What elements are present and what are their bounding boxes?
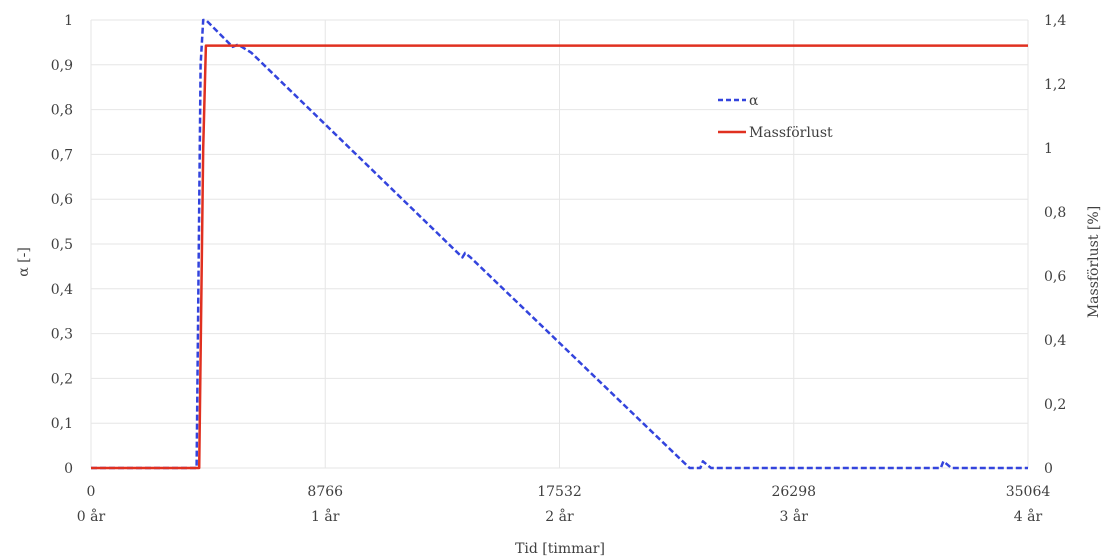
y-right-axis-title: Massförlust [%] — [1086, 206, 1102, 318]
y-right-tick-label-4: 0,8 — [1044, 205, 1066, 221]
x-secondary-tick-labels: 0 år 1 år 2 år 3 år 4 år — [77, 508, 1043, 525]
y-left-tick-label-7: 0,7 — [51, 147, 73, 163]
y-left-tick-label-0: 0 — [64, 461, 73, 477]
y-left-tick-label-2: 0,2 — [51, 371, 73, 387]
y-right-tick-label-1: 0,2 — [1044, 397, 1066, 413]
y-left-tick-label-4: 0,4 — [51, 282, 73, 298]
x-secondary-tick-label-4: 4 år — [1014, 508, 1043, 525]
x-axis-title: Tid [timmar] — [515, 541, 605, 557]
x-tick-label-1: 8766 — [307, 484, 343, 500]
series-line-alpha — [91, 18, 1028, 470]
y-left-tick-label-8: 0,8 — [51, 103, 73, 119]
series-layer — [91, 18, 1028, 470]
y-left-tick-label-5: 0,5 — [51, 237, 73, 253]
y-right-tick-labels: 0 0,2 0,4 0,6 0,8 1 1,2 1,4 — [1044, 13, 1066, 477]
y-left-tick-label-9: 0,9 — [51, 58, 73, 74]
y-left-tick-label-3: 0,3 — [51, 327, 73, 343]
legend-label-alpha: α — [749, 93, 759, 109]
x-secondary-tick-label-3: 3 år — [780, 508, 809, 525]
x-tick-label-3: 26298 — [771, 484, 816, 500]
x-secondary-tick-label-1: 1 år — [311, 508, 340, 525]
y-right-tick-label-6: 1,2 — [1044, 77, 1066, 93]
x-tick-labels: 0 8766 17532 26298 35064 — [87, 484, 1051, 500]
y-gridlines — [91, 19, 1028, 469]
x-secondary-tick-label-2: 2 år — [545, 508, 574, 525]
y-left-tick-label-1: 0,1 — [51, 416, 73, 432]
x-secondary-tick-label-0: 0 år — [77, 508, 106, 525]
y-left-tick-label-10: 1 — [64, 13, 73, 29]
x-tick-label-4: 35064 — [1006, 484, 1051, 500]
series-line-massforlust — [91, 44, 1028, 470]
y-left-tick-label-6: 0,6 — [51, 192, 73, 208]
x-tick-label-0: 0 — [87, 484, 96, 500]
x-tick-label-2: 17532 — [537, 484, 582, 500]
y-left-tick-labels: 0 0,1 0,2 0,3 0,4 0,5 0,6 0,7 0,8 0,9 1 — [51, 13, 73, 477]
y-right-tick-label-5: 1 — [1044, 141, 1053, 157]
y-right-tick-label-2: 0,4 — [1044, 333, 1066, 349]
y-right-tick-label-7: 1,4 — [1044, 13, 1066, 29]
y-right-tick-label-0: 0 — [1044, 461, 1053, 477]
y-left-axis-title: α [-] — [16, 247, 32, 277]
y-right-tick-label-3: 0,6 — [1044, 269, 1066, 285]
legend: α Massförlust — [718, 93, 833, 141]
legend-label-massforlust: Massförlust — [749, 125, 833, 141]
